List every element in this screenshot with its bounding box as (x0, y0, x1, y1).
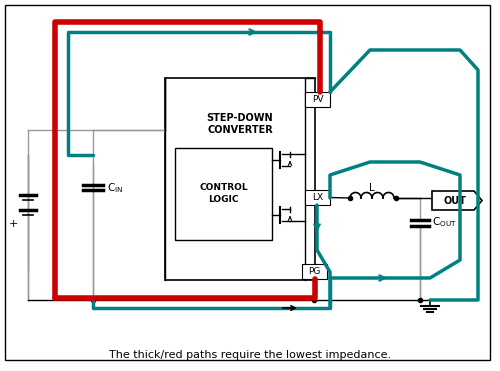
Bar (305, 92, 330, 107)
Bar (175, 148, 272, 240)
Bar (305, 190, 330, 205)
Text: LX: LX (312, 193, 323, 202)
Text: L: L (369, 183, 375, 193)
Polygon shape (432, 191, 482, 210)
Text: PG: PG (308, 267, 320, 276)
Text: +: + (8, 219, 18, 229)
Text: The thick/red paths require the lowest impedance.: The thick/red paths require the lowest i… (109, 350, 391, 360)
Text: PV: PV (312, 95, 323, 104)
Text: C$_{\mathregular{OUT}}$: C$_{\mathregular{OUT}}$ (432, 215, 456, 229)
Text: C$_{\mathregular{IN}}$: C$_{\mathregular{IN}}$ (107, 181, 123, 195)
Text: STEP-DOWN: STEP-DOWN (206, 113, 274, 123)
Bar (165, 78, 315, 280)
Bar (302, 264, 327, 279)
Text: OUT: OUT (444, 196, 466, 206)
Text: CONTROL: CONTROL (199, 184, 248, 193)
Text: CONVERTER: CONVERTER (207, 125, 273, 135)
Text: LOGIC: LOGIC (208, 196, 239, 204)
